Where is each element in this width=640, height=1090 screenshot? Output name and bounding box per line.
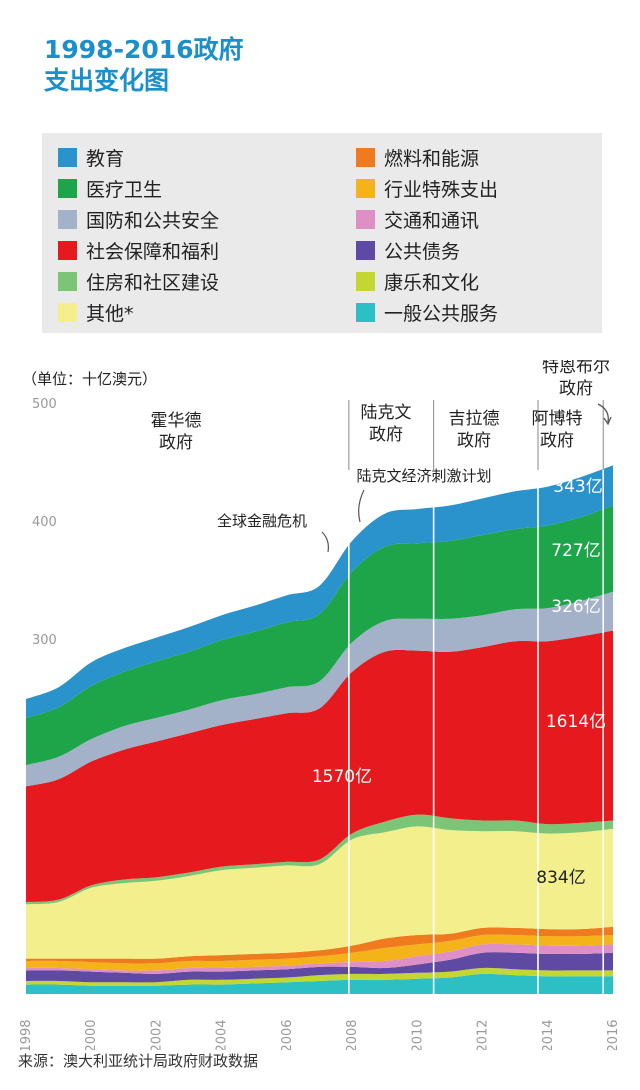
legend-label: 社会保障和福利 xyxy=(86,240,220,263)
area-series xyxy=(26,943,613,974)
abbott-gov-label: 阿博特 xyxy=(532,409,583,429)
legend-item: 医疗卫生 xyxy=(58,177,163,201)
area-layers xyxy=(26,465,613,994)
legend-label: 一般公共服务 xyxy=(384,302,499,325)
area-series xyxy=(26,826,613,959)
legend-swatch xyxy=(356,302,375,322)
legend-label: 燃料和能源 xyxy=(384,147,480,170)
legend-swatch xyxy=(58,178,77,198)
legend-item: 教育 xyxy=(58,146,125,170)
stimulus-arrow xyxy=(358,489,365,523)
stacked-area-chart: 100200300400500 199820002002200420062008… xyxy=(19,360,621,1050)
x-tick-label: 2014 xyxy=(541,1019,556,1050)
legend-label: 康乐和文化 xyxy=(384,271,480,294)
x-tick-label: 2002 xyxy=(149,1019,164,1050)
legend-label: 行业特殊支出 xyxy=(384,178,499,201)
area-series xyxy=(26,505,613,766)
gillard-gov-label: 吉拉德 xyxy=(449,409,500,429)
legend-item: 燃料和能源 xyxy=(356,146,480,170)
legend-item: 社会保障和福利 xyxy=(58,239,220,263)
legend: 教育 燃料和能源医疗卫生 行业特殊支出国防和公共安全 交通和通讯社会保障和福利 公共债务… xyxy=(42,133,602,333)
area-series xyxy=(26,967,613,986)
turnbull-arrowhead xyxy=(603,416,612,426)
howard-gov-label-2: 政府 xyxy=(159,433,193,453)
x-tick-label: 2008 xyxy=(345,1019,360,1050)
welfare-2008-value-label: 1570亿 xyxy=(312,767,372,787)
area-series xyxy=(26,630,613,902)
legend-label: 其他* xyxy=(86,302,134,325)
unit-label: （单位：十亿澳元） xyxy=(22,370,157,388)
health-value-label: 727亿 xyxy=(551,541,600,561)
x-tick-label: 2012 xyxy=(476,1019,491,1050)
gfc-annotation: 全球金融危机 xyxy=(217,512,307,530)
education-value-label: 343亿 xyxy=(553,477,602,497)
turnbull-gov-label: 特恩布尔 xyxy=(542,360,610,377)
legend-swatch xyxy=(58,240,77,260)
legend-item: 行业特殊支出 xyxy=(356,177,499,201)
legend-swatch xyxy=(58,209,77,229)
x-tick-label: 2000 xyxy=(84,1019,99,1050)
rudd-gov-label: 陆克文 xyxy=(361,403,412,423)
legend-item: 一般公共服务 xyxy=(356,301,499,325)
title-line-1: 1998-2016政府 xyxy=(44,35,244,64)
x-tick-labels: 1998 2000 2002 2004 2006 2008 2010 2012 2014 2016 xyxy=(19,1019,621,1050)
area-series xyxy=(26,465,613,718)
legend-label: 国防和公共安全 xyxy=(86,209,220,232)
area-series xyxy=(26,591,613,787)
legend-label: 教育 xyxy=(86,147,125,170)
government-boundaries xyxy=(348,400,605,998)
legend-swatch xyxy=(58,147,77,167)
legend-swatch xyxy=(356,178,375,198)
gillard-gov-label-2: 政府 xyxy=(457,431,491,451)
defence-value-label: 326亿 xyxy=(551,597,600,617)
legend-swatch xyxy=(356,147,375,167)
title-line-2: 支出变化图 xyxy=(44,66,170,95)
legend-item: 其他* xyxy=(58,301,134,325)
y-tick-label: 300 xyxy=(32,633,57,648)
gfc-arrow xyxy=(321,531,329,553)
x-tick-label: 2016 xyxy=(606,1019,621,1050)
stimulus-annotation: 陆克文经济刺激计划 xyxy=(356,467,491,485)
x-tick-label: 2004 xyxy=(215,1019,230,1050)
x-tick-label: 2010 xyxy=(410,1019,425,1050)
y-tick-label: 500 xyxy=(32,397,57,412)
abbott-gov-label-2: 政府 xyxy=(540,431,574,451)
legend-swatch xyxy=(58,271,77,291)
legend-swatch xyxy=(356,209,375,229)
other-value-label: 834亿 xyxy=(536,868,585,888)
legend-swatch xyxy=(356,240,375,260)
legend-label: 医疗卫生 xyxy=(86,178,163,201)
area-series xyxy=(26,952,613,983)
area-series xyxy=(26,926,613,964)
area-series xyxy=(26,973,613,994)
howard-gov-label: 霍华德 xyxy=(151,411,202,431)
legend-item: 交通和通讯 xyxy=(356,208,480,232)
area-series xyxy=(26,934,613,971)
welfare-2016-value-label: 1614亿 xyxy=(546,712,606,732)
legend-label: 住房和社区建设 xyxy=(86,271,220,294)
legend-item: 公共债务 xyxy=(356,239,461,263)
legend-label: 公共债务 xyxy=(384,240,461,263)
legend-swatch xyxy=(58,302,77,322)
x-tick-label: 1998 xyxy=(19,1019,34,1050)
legend-swatch xyxy=(356,271,375,291)
source-note: 来源：澳大利亚统计局政府财政数据 xyxy=(18,1052,259,1070)
turnbull-gov-label-2: 政府 xyxy=(559,379,593,399)
legend-label: 交通和通讯 xyxy=(384,209,480,232)
legend-item: 国防和公共安全 xyxy=(58,208,220,232)
legend-item: 康乐和文化 xyxy=(356,270,480,294)
rudd-gov-label-2: 政府 xyxy=(369,425,403,445)
x-tick-label: 2006 xyxy=(280,1019,295,1050)
turnbull-arrow xyxy=(597,403,609,423)
chart-title: 1998-2016政府 支出变化图 xyxy=(44,34,244,96)
legend-item: 住房和社区建设 xyxy=(58,270,220,294)
y-tick-label: 400 xyxy=(32,515,57,530)
